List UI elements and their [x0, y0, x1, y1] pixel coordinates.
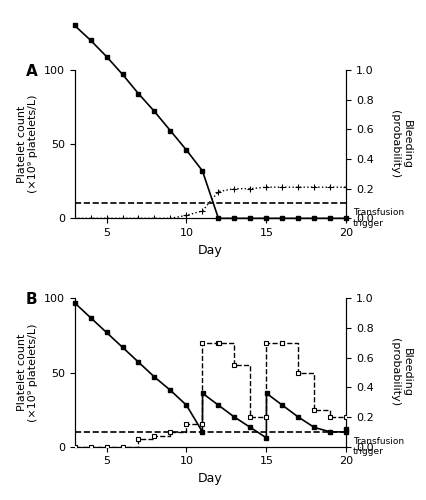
Text: A: A: [26, 64, 37, 79]
X-axis label: Day: Day: [198, 472, 222, 485]
Y-axis label: Platelet count
(×10⁹ platelets/L): Platelet count (×10⁹ platelets/L): [17, 324, 38, 422]
Text: Transfusion
trigger: Transfusion trigger: [352, 208, 403, 228]
Text: B: B: [26, 292, 37, 308]
Y-axis label: Bleeding
(probability): Bleeding (probability): [389, 338, 411, 406]
Y-axis label: Platelet count
(×10⁹ platelets/L): Platelet count (×10⁹ platelets/L): [17, 95, 38, 194]
Text: Transfusion
trigger: Transfusion trigger: [352, 437, 403, 456]
X-axis label: Day: Day: [198, 244, 222, 256]
Y-axis label: Bleeding
(probability): Bleeding (probability): [389, 110, 411, 178]
